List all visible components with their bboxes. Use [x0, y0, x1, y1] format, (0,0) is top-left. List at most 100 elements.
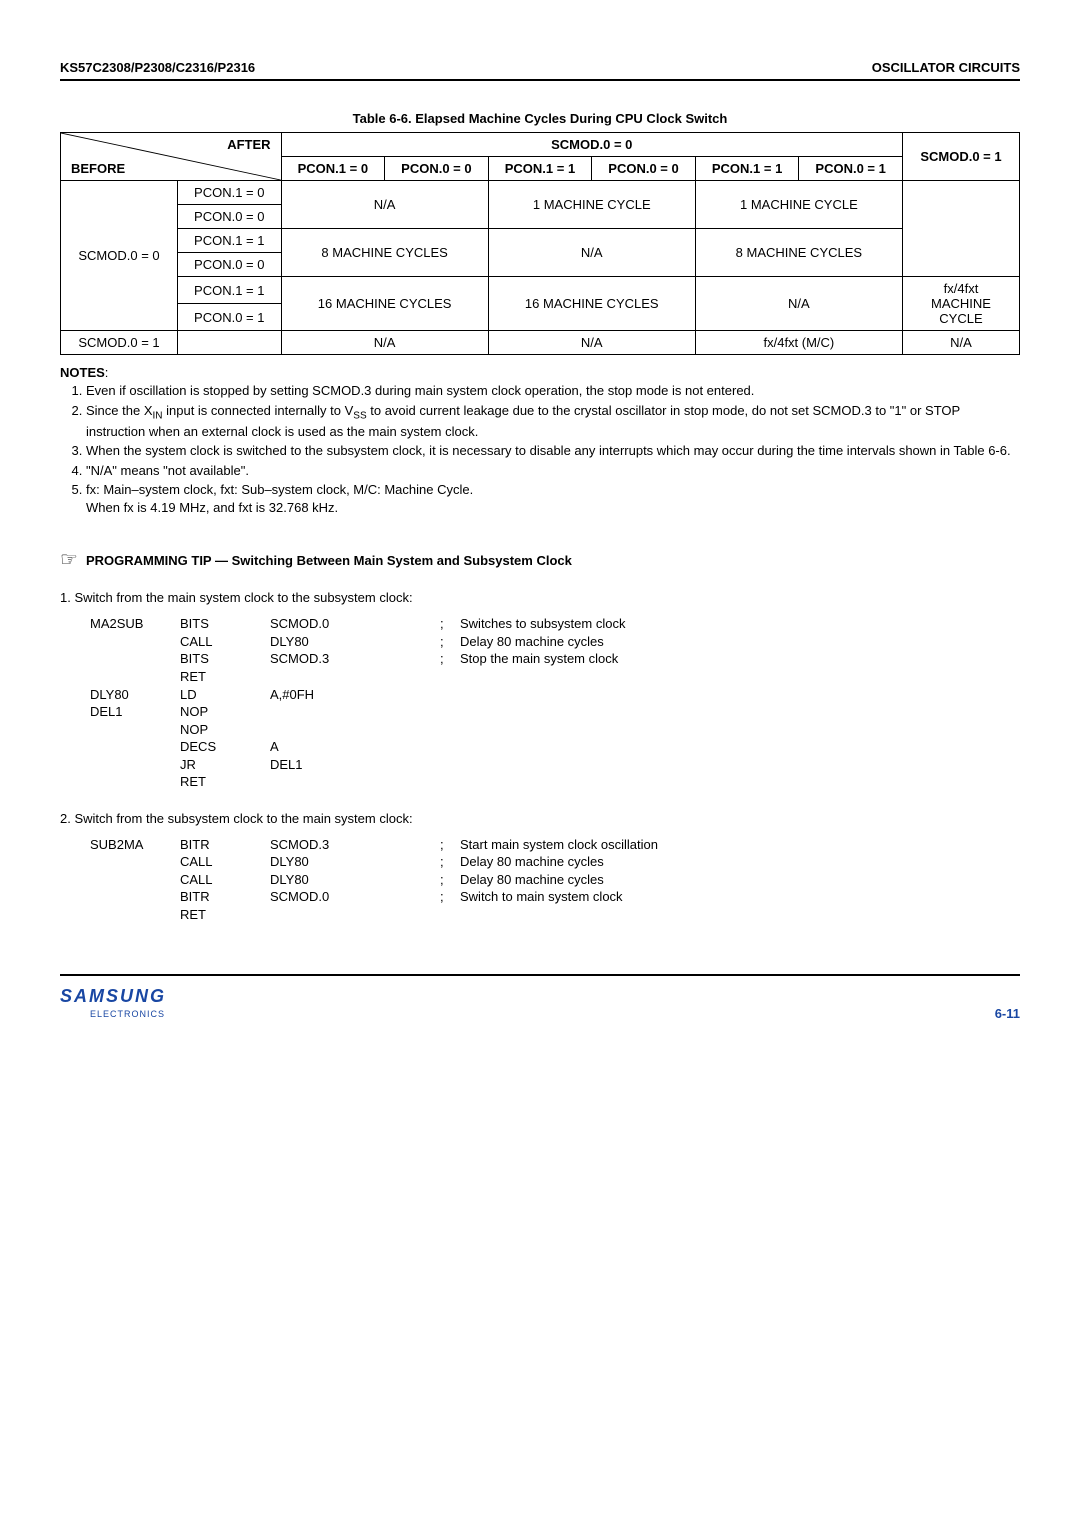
code-arg: SCMOD.0 [270, 888, 440, 906]
row-scmod0-label: SCMOD.0 = 0 [61, 181, 178, 331]
tip-title: PROGRAMMING TIP — Switching Between Main… [86, 553, 572, 568]
note-1: Even if oscillation is stopped by settin… [86, 382, 1020, 400]
code-label: SUB2MA [90, 836, 180, 854]
cell-1mc-a: 1 MACHINE CYCLE [488, 181, 695, 229]
code-comment [460, 668, 1020, 686]
diag-before-label: BEFORE [71, 161, 125, 176]
code-label [90, 871, 180, 889]
row-label-3: PCON.0 = 0 [178, 253, 282, 277]
note-5: fx: Main–system clock, fxt: Sub–system c… [86, 481, 1020, 516]
note-4: "N/A" means "not available". [86, 462, 1020, 480]
code-comment [460, 906, 1020, 924]
cell-16mc-a: 16 MACHINE CYCLES [281, 277, 488, 331]
programming-tip-heading: ☞ PROGRAMMING TIP — Switching Between Ma… [60, 550, 1020, 570]
code-op: CALL [180, 853, 270, 871]
section1-heading: 1. Switch from the main system clock to … [60, 590, 1020, 605]
code-arg [270, 773, 440, 791]
code-label [90, 738, 180, 756]
logo-box: SAMSUNG ELECTRONICS [60, 986, 166, 1019]
code-label [90, 633, 180, 651]
page-header: KS57C2308/P2308/C2316/P2316 OSCILLATOR C… [60, 60, 1020, 79]
note-2: Since the XIN input is connected interna… [86, 402, 1020, 441]
code-comment: Switches to subsystem clock [460, 615, 1020, 633]
code-label: DLY80 [90, 686, 180, 704]
code-sep [440, 686, 460, 704]
row-label-0: PCON.1 = 0 [178, 181, 282, 205]
code-label [90, 888, 180, 906]
cell-1mc-b: 1 MACHINE CYCLE [695, 181, 902, 229]
code-arg: SCMOD.3 [270, 650, 440, 668]
code-label: DEL1 [90, 703, 180, 721]
code-label [90, 668, 180, 686]
col-pcon1-1-a: PCON.1 = 1 [488, 157, 592, 181]
code-arg: A [270, 738, 440, 756]
notes-heading: NOTES [60, 365, 105, 380]
header-rule [60, 79, 1020, 81]
samsung-sublogo: ELECTRONICS [90, 1009, 166, 1019]
code-arg: DLY80 [270, 633, 440, 651]
code-comment: Stop the main system clock [460, 650, 1020, 668]
code-op: BITR [180, 888, 270, 906]
code-comment: Delay 80 machine cycles [460, 633, 1020, 651]
page-number: 6-11 [995, 1006, 1020, 1021]
code-op: NOP [180, 703, 270, 721]
code-op: BITS [180, 615, 270, 633]
row-scmod1-label: SCMOD.0 = 1 [61, 331, 178, 355]
code-op: JR [180, 756, 270, 774]
scmod1-header: SCMOD.0 = 1 [902, 133, 1019, 181]
code-comment: Delay 80 machine cycles [460, 871, 1020, 889]
code-comment [460, 703, 1020, 721]
code-label: MA2SUB [90, 615, 180, 633]
code-sep: ; [440, 615, 460, 633]
row-label-1: PCON.0 = 0 [178, 205, 282, 229]
last-na-c: N/A [902, 331, 1019, 355]
code-sep [440, 703, 460, 721]
code-op: LD [180, 686, 270, 704]
code-op: CALL [180, 871, 270, 889]
code-sep: ; [440, 633, 460, 651]
code-op: BITR [180, 836, 270, 854]
col-pcon0-1: PCON.0 = 1 [799, 157, 903, 181]
cell-8mc-a: 8 MACHINE CYCLES [281, 229, 488, 277]
code-comment: Switch to main system clock [460, 888, 1020, 906]
row-label-2: PCON.1 = 1 [178, 229, 282, 253]
samsung-logo: SAMSUNG [60, 986, 166, 1007]
diag-after-label: AFTER [227, 137, 270, 152]
code-comment: Delay 80 machine cycles [460, 853, 1020, 871]
code-sep [440, 773, 460, 791]
code-comment: Start main system clock oscillation [460, 836, 1020, 854]
code-arg: DLY80 [270, 871, 440, 889]
note-3: When the system clock is switched to the… [86, 442, 1020, 460]
code-sep [440, 721, 460, 739]
cell-16mc-b: 16 MACHINE CYCLES [488, 277, 695, 331]
code-label [90, 853, 180, 871]
code-arg: DEL1 [270, 756, 440, 774]
code-op: NOP [180, 721, 270, 739]
col-pcon0-0-a: PCON.0 = 0 [385, 157, 489, 181]
code-label [90, 650, 180, 668]
cell-na-3: N/A [695, 277, 902, 331]
cycles-table: AFTER BEFORE SCMOD.0 = 0 SCMOD.0 = 1 PCO… [60, 132, 1020, 355]
last-na-b: N/A [488, 331, 695, 355]
code-comment [460, 738, 1020, 756]
code-label [90, 906, 180, 924]
code-sep: ; [440, 871, 460, 889]
col-pcon1-0-a: PCON.1 = 0 [281, 157, 385, 181]
code-arg [270, 906, 440, 924]
code-label [90, 721, 180, 739]
code-arg: SCMOD.0 [270, 615, 440, 633]
code-op: RET [180, 906, 270, 924]
code-sep: ; [440, 853, 460, 871]
header-right: OSCILLATOR CIRCUITS [872, 60, 1020, 75]
cell-na-0: N/A [281, 181, 488, 229]
table-caption: Table 6-6. Elapsed Machine Cycles During… [60, 111, 1020, 126]
code-op: RET [180, 773, 270, 791]
diag-header-cell: AFTER BEFORE [61, 133, 282, 181]
cell-blank-right [902, 181, 1019, 277]
footer-rule [60, 974, 1020, 976]
code-label [90, 773, 180, 791]
code-sep [440, 756, 460, 774]
row-last-blank [178, 331, 282, 355]
code-comment [460, 721, 1020, 739]
notes-block: NOTES: Even if oscillation is stopped by… [60, 365, 1020, 516]
